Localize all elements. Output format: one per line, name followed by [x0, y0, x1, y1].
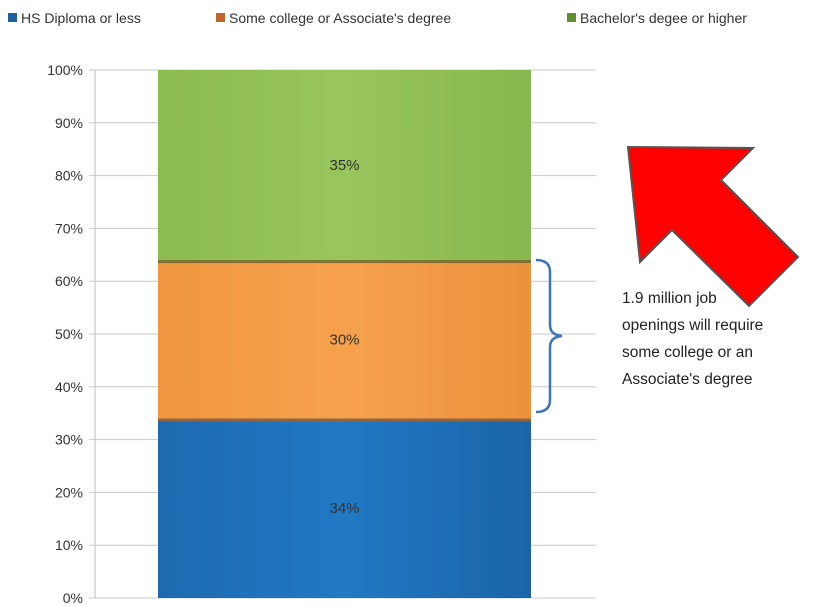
- y-tick-label: 0%: [63, 590, 83, 606]
- y-axis-ticks: 0% 10% 20% 30% 40% 50% 60% 70% 80% 90% 100%: [47, 62, 83, 606]
- legend: HS Diploma or less Some college or Assoc…: [8, 10, 747, 26]
- data-label-0: 34%: [329, 500, 359, 517]
- annotation-line-4: Associate's degree: [622, 371, 752, 388]
- y-tick-label: 50%: [55, 326, 83, 342]
- annotation-text: 1.9 million job openings will require so…: [622, 290, 763, 388]
- legend-swatch-hs-diploma: [8, 13, 17, 22]
- legend-item-bachelors: Bachelor's degee or higher: [567, 10, 747, 26]
- legend-item-hs-diploma: HS Diploma or less: [8, 10, 141, 26]
- legend-swatch-bachelors: [567, 13, 576, 22]
- legend-label-some-college: Some college or Associate's degree: [229, 10, 451, 26]
- annotation-line-1: 1.9 million job: [622, 290, 717, 307]
- y-tick-label: 100%: [47, 62, 83, 78]
- y-tick-label: 40%: [55, 379, 83, 395]
- y-tick-label: 90%: [55, 115, 83, 131]
- y-tick-label: 70%: [55, 220, 83, 236]
- y-tick-label: 20%: [55, 484, 83, 500]
- data-label-1: 30%: [329, 331, 359, 348]
- legend-item-some-college: Some college or Associate's degree: [216, 10, 451, 26]
- y-tick-label: 60%: [55, 273, 83, 289]
- y-tick-label: 80%: [55, 168, 83, 184]
- y-tick-label: 10%: [55, 537, 83, 553]
- y-tick-label: 30%: [55, 432, 83, 448]
- data-label-2: 35%: [329, 157, 359, 174]
- red-arrow: [628, 147, 798, 306]
- bracket: [536, 260, 562, 412]
- legend-label-bachelors: Bachelor's degee or higher: [580, 10, 747, 26]
- annotation-line-2: openings will require: [622, 317, 763, 334]
- annotation-line-3: some college or an: [622, 344, 753, 361]
- legend-swatch-some-college: [216, 13, 225, 22]
- legend-label-hs-diploma: HS Diploma or less: [21, 10, 141, 26]
